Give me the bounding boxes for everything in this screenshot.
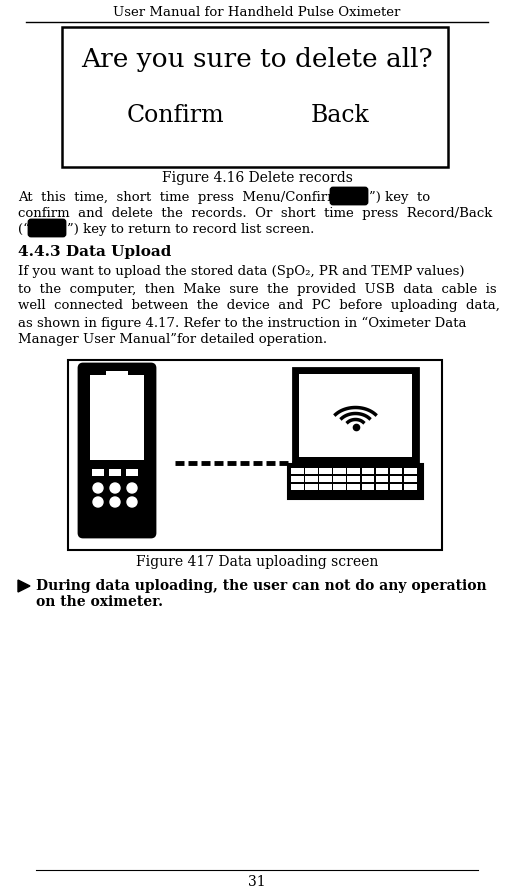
FancyBboxPatch shape	[331, 188, 368, 204]
Bar	[319, 484, 332, 490]
Bar	[291, 484, 304, 490]
Bar	[291, 476, 304, 482]
Bar	[333, 501, 378, 513]
Bar	[361, 468, 374, 474]
Bar	[334, 468, 346, 474]
Text: well  connected  between  the  device  and  PC  before  uploading  data,: well connected between the device and PC…	[18, 300, 500, 313]
Bar	[361, 476, 374, 482]
Bar	[288, 464, 423, 499]
FancyBboxPatch shape	[79, 364, 155, 537]
Text: If you want to upload the stored data (SpO₂, PR and TEMP values): If you want to upload the stored data (S…	[18, 266, 465, 278]
Bar	[319, 476, 332, 482]
Text: At  this  time,  short  time  press  Menu/Confirm  (“: At this time, short time press Menu/Conf…	[18, 190, 360, 204]
Text: 31: 31	[248, 875, 266, 889]
Bar	[376, 476, 388, 482]
Bar	[404, 476, 416, 482]
Text: to  the  computer,  then  Make  sure  the  provided  USB  data  cable  is: to the computer, then Make sure the prov…	[18, 283, 497, 295]
Bar	[62, 27, 448, 167]
Circle shape	[127, 497, 137, 507]
Bar	[106, 371, 128, 378]
Bar	[305, 468, 318, 474]
Bar	[361, 484, 374, 490]
Bar	[109, 469, 121, 476]
Text: Confirm: Confirm	[126, 103, 224, 126]
Bar	[334, 484, 346, 490]
Bar	[347, 468, 360, 474]
Circle shape	[127, 483, 137, 493]
Circle shape	[110, 497, 120, 507]
Bar	[126, 469, 138, 476]
Text: on the oximeter.: on the oximeter.	[36, 595, 163, 609]
Circle shape	[93, 483, 103, 493]
Text: Figure 417 Data uploading screen: Figure 417 Data uploading screen	[136, 555, 378, 569]
Bar	[319, 468, 332, 474]
Bar	[334, 476, 346, 482]
Bar	[305, 476, 318, 482]
Bar	[68, 360, 442, 550]
Bar	[390, 476, 402, 482]
Text: confirm  and  delete  the  records.  Or  short  time  press  Record/Back: confirm and delete the records. Or short…	[18, 206, 492, 220]
Text: Are you sure to delete all?: Are you sure to delete all?	[81, 47, 433, 73]
Bar	[90, 375, 144, 460]
Bar	[404, 484, 416, 490]
Text: ”) key  to: ”) key to	[369, 190, 430, 204]
Text: Manager User Manual”for detailed operation.: Manager User Manual”for detailed operati…	[18, 333, 327, 347]
Bar	[347, 484, 360, 490]
Circle shape	[110, 483, 120, 493]
Circle shape	[93, 497, 103, 507]
Bar	[291, 468, 304, 474]
Bar	[390, 468, 402, 474]
Text: User Manual for Handheld Pulse Oximeter: User Manual for Handheld Pulse Oximeter	[113, 6, 401, 20]
Bar	[376, 484, 388, 490]
Text: (“: (“	[18, 222, 30, 236]
Text: as shown in figure 4.17. Refer to the instruction in “Oximeter Data: as shown in figure 4.17. Refer to the in…	[18, 316, 467, 330]
Bar	[299, 374, 412, 457]
Bar	[404, 468, 416, 474]
Text: Figure 4.16 Delete records: Figure 4.16 Delete records	[161, 171, 353, 185]
Bar	[92, 469, 104, 476]
FancyBboxPatch shape	[28, 220, 65, 236]
Polygon shape	[18, 580, 30, 592]
Text: 4.4.3 Data Upload: 4.4.3 Data Upload	[18, 245, 171, 259]
Bar	[347, 476, 360, 482]
Text: During data uploading, the user can not do any operation: During data uploading, the user can not …	[36, 579, 487, 593]
Bar	[293, 368, 418, 463]
Text: Back: Back	[310, 103, 370, 126]
Bar	[305, 484, 318, 490]
Bar	[390, 484, 402, 490]
Text: ”) key to return to record list screen.: ”) key to return to record list screen.	[67, 222, 315, 236]
Bar	[376, 468, 388, 474]
